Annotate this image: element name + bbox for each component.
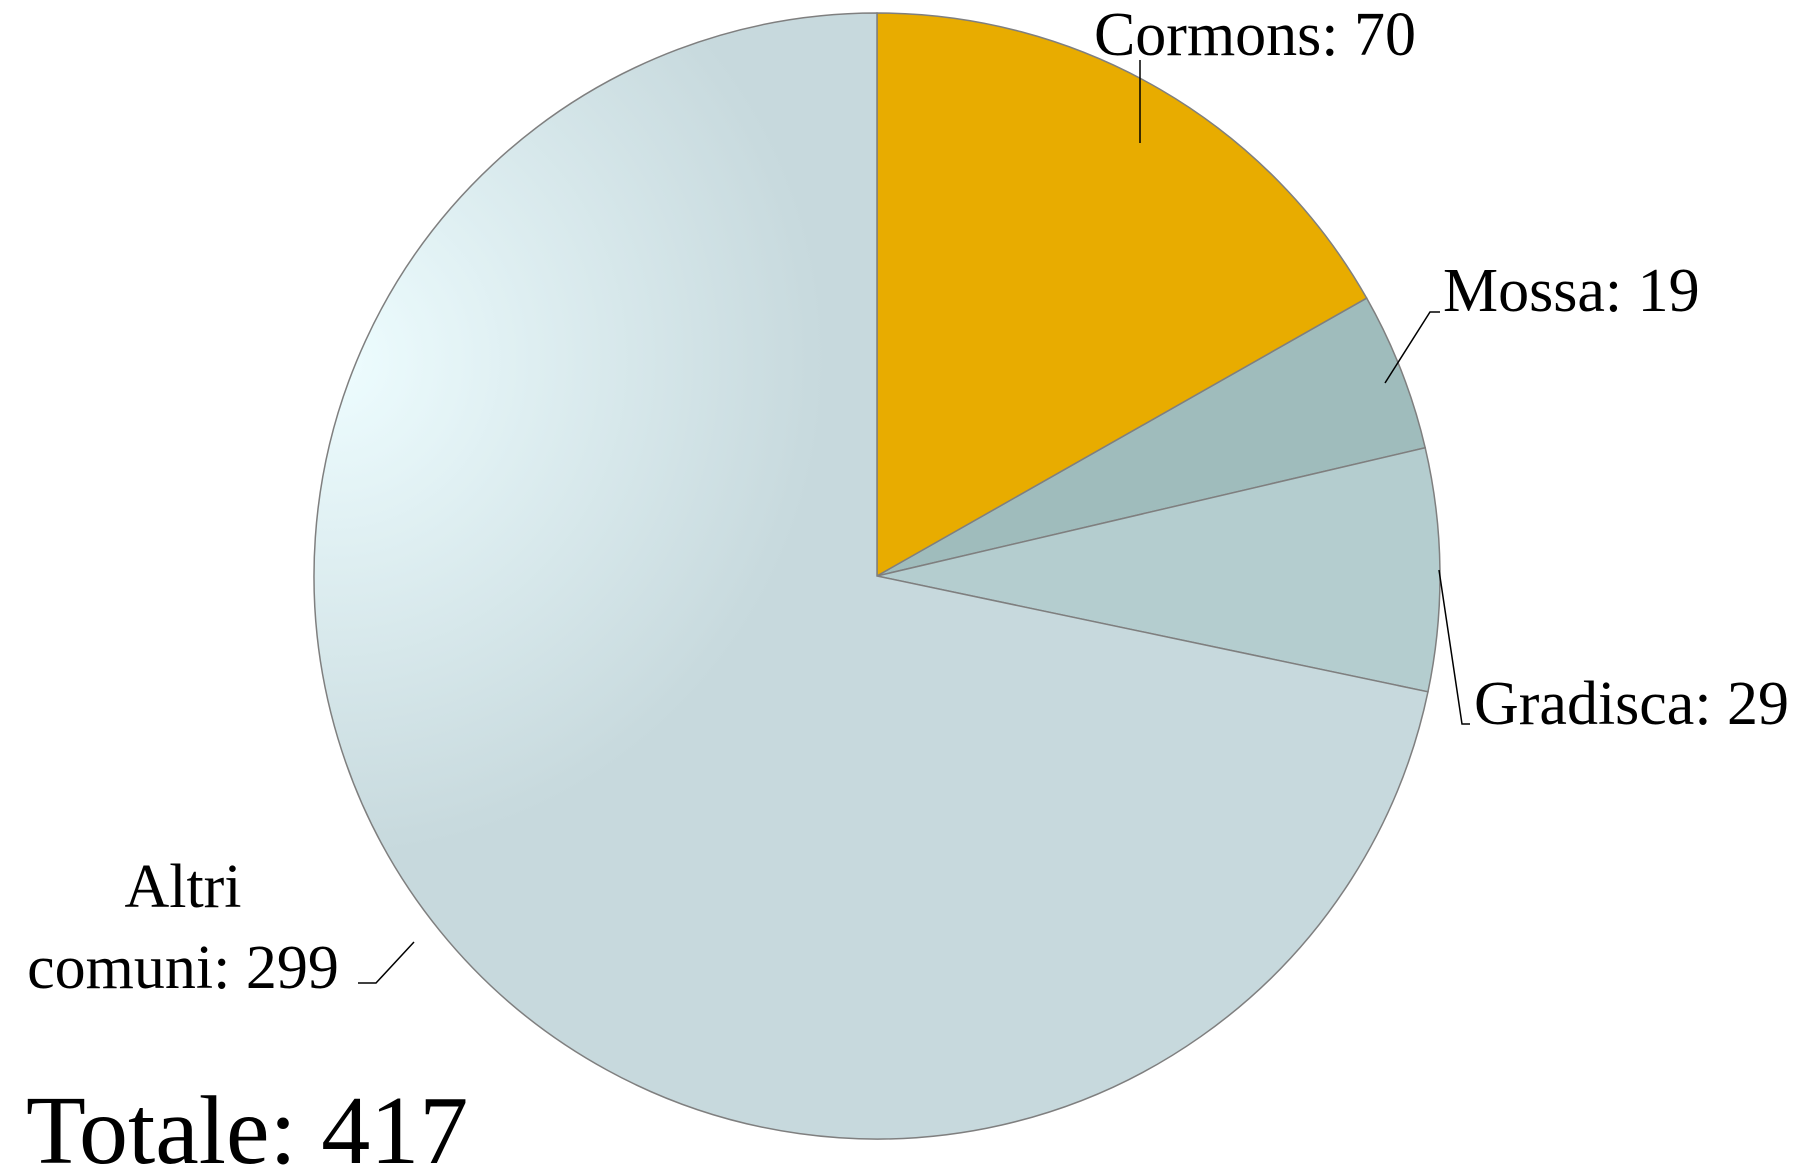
leader-line-gradisca (1438, 569, 1470, 725)
pie-slice-gradisca (876, 446, 1441, 693)
slice-label-altri-line-1: Altri (124, 853, 241, 921)
slice-label-gradisca: Gradisca: 29 (1474, 670, 1789, 738)
slice-label-mossa: Mossa: 19 (1443, 257, 1700, 325)
label-leader-lines (358, 60, 1470, 984)
slice-label-altri-line-2: comuni: 299 (27, 934, 339, 1002)
pie-slice-altri-comuni (313, 12, 1429, 1140)
leader-line-mossa (1384, 311, 1440, 384)
pie-slices (313, 12, 1441, 1140)
pie-slice-mossa (876, 297, 1427, 577)
slice-label-cormons: Cormons: 70 (1094, 1, 1416, 69)
total-label: Totale: 417 (26, 1077, 468, 1176)
pie-slice-cormons (876, 12, 1368, 578)
leader-line-altri (358, 941, 415, 984)
